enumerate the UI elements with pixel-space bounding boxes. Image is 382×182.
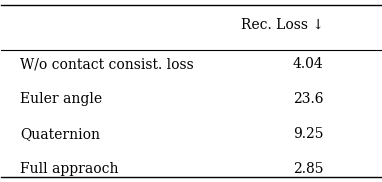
Text: 4.04: 4.04 (293, 57, 324, 71)
Text: 2.85: 2.85 (293, 162, 324, 176)
Text: Full appraoch: Full appraoch (20, 162, 119, 176)
Text: Rec. Loss ↓: Rec. Loss ↓ (241, 18, 324, 32)
Text: Quaternion: Quaternion (20, 127, 100, 141)
Text: 9.25: 9.25 (293, 127, 324, 141)
Text: Euler angle: Euler angle (20, 92, 102, 106)
Text: 23.6: 23.6 (293, 92, 324, 106)
Text: W/o contact consist. loss: W/o contact consist. loss (20, 57, 194, 71)
